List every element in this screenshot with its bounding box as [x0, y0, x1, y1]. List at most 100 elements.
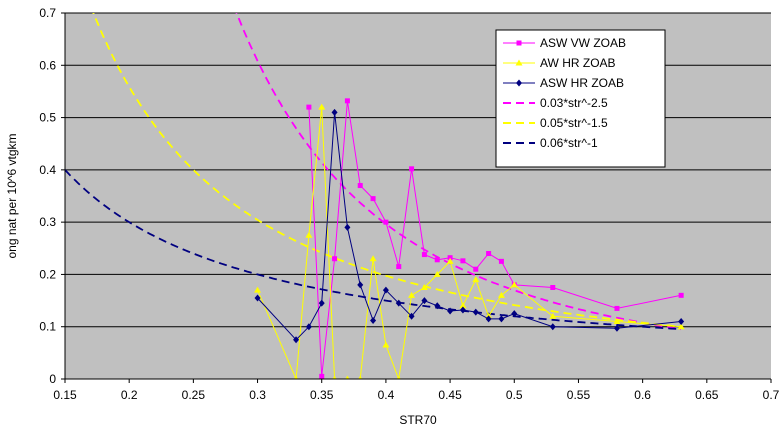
data-point-aw-hr-zoab [382, 341, 390, 348]
data-point-asw-hr-zoab [254, 294, 261, 302]
data-point-asw-hr-zoab [382, 286, 389, 294]
data-point-aw-hr-zoab [254, 286, 262, 293]
data-point-asw-vw-zoab [678, 292, 684, 298]
curve-0-06-str-1 [65, 169, 682, 331]
data-point-asw-vw-zoab [434, 257, 440, 263]
x-tick-label: 0.7 [763, 388, 780, 402]
x-tick-label: 0.6 [634, 388, 651, 402]
series-line-aw-hr-zoab [257, 107, 682, 379]
data-point-aw-hr-zoab [472, 276, 480, 283]
series-asw-vw-zoab [306, 98, 684, 379]
data-point-asw-hr-zoab [331, 108, 338, 116]
curve-0-03-str-2-5 [235, 13, 682, 331]
legend-label: 0.05*str^-1.5 [540, 116, 608, 130]
axis-ticks: 0 0.1 0.2 0.3 0.4 0.5 0.6 0.7 0.15 0.2 0.25 0.3 0.35… [39, 6, 779, 402]
data-point-asw-hr-zoab [549, 323, 556, 331]
legend-label: 0.06*str^-1 [540, 136, 598, 150]
y-tick-label: 0.4 [39, 163, 56, 177]
data-point-asw-hr-zoab [472, 308, 479, 316]
fitted-curves [65, 13, 682, 331]
data-point-aw-hr-zoab [613, 317, 621, 324]
legend-box [495, 29, 666, 168]
data-point-asw-vw-zoab [383, 219, 389, 225]
data-point-asw-hr-zoab [511, 310, 518, 318]
data-point-asw-hr-zoab [344, 223, 351, 231]
legend-swatch-marker [516, 40, 522, 46]
x-tick-label: 0.4 [378, 388, 395, 402]
series-line-asw-hr-zoab [257, 112, 682, 341]
y-tick-label: 0.5 [39, 111, 56, 125]
data-point-asw-hr-zoab [318, 299, 325, 307]
y-tick-label: 0.1 [39, 320, 56, 334]
series-asw-hr-zoab [254, 108, 685, 344]
data-point-aw-hr-zoab [345, 375, 350, 379]
data-point-aw-hr-zoab [459, 302, 467, 309]
series-line-asw-vw-zoab [308, 100, 682, 377]
data-point-asw-hr-zoab [447, 307, 454, 315]
data-point-asw-hr-zoab [293, 336, 300, 344]
x-tick-label: 0.55 [567, 388, 591, 402]
data-point-asw-vw-zoab [409, 166, 415, 172]
x-tick-label: 0.65 [695, 388, 719, 402]
data-point-asw-hr-zoab [613, 324, 620, 332]
legend-label: ASW HR ZOAB [540, 76, 624, 90]
data-point-aw-hr-zoab [420, 284, 428, 290]
data-point-asw-hr-zoab [305, 323, 312, 331]
x-tick-label: 0.2 [121, 388, 138, 402]
legend-swatch-marker [516, 79, 522, 87]
x-tick-label: 0.35 [310, 388, 334, 402]
data-point-asw-hr-zoab [459, 306, 466, 314]
data-point-asw-hr-zoab [678, 317, 685, 325]
data-point-aw-hr-zoab [497, 291, 505, 298]
data-point-asw-vw-zoab [473, 266, 479, 272]
data-point-aw-hr-zoab [294, 375, 299, 379]
data-point-asw-vw-zoab [396, 264, 402, 270]
data-point-asw-hr-zoab [408, 312, 415, 320]
data-point-aw-hr-zoab [549, 312, 557, 319]
legend-item-0-06-str-1: 0.06*str^-1 [503, 136, 598, 150]
data-point-aw-hr-zoab [305, 231, 313, 238]
data-point-aw-hr-zoab [510, 281, 518, 288]
data-point-asw-hr-zoab [485, 315, 492, 323]
data-point-asw-hr-zoab [421, 297, 428, 305]
data-point-asw-vw-zoab [550, 285, 556, 290]
data-point-asw-vw-zoab [614, 305, 620, 311]
y-tick-label: 0 [49, 372, 56, 386]
y-tick-label: 0.3 [39, 215, 56, 229]
x-tick-label: 0.15 [53, 388, 77, 402]
y-tick-label: 0.6 [39, 58, 56, 72]
x-tick-label: 0.25 [182, 388, 206, 402]
data-point-aw-hr-zoab [677, 323, 685, 330]
legend-item-aw-hr-zoab: AW HR ZOAB [503, 56, 616, 70]
data-point-asw-vw-zoab [319, 373, 325, 379]
data-point-asw-hr-zoab [498, 315, 505, 323]
legend-item-asw-vw-zoab: ASW VW ZOAB [503, 36, 626, 50]
curve-0-05-str-1-5 [92, 13, 682, 328]
legend-label: AW HR ZOAB [540, 56, 616, 70]
data-point-asw-vw-zoab [344, 98, 350, 104]
series-aw-hr-zoab [254, 103, 685, 379]
data-point-asw-vw-zoab [460, 258, 466, 264]
data-point-aw-hr-zoab [318, 103, 326, 110]
data-point-aw-hr-zoab [446, 257, 454, 264]
data-point-asw-hr-zoab [370, 316, 377, 324]
x-tick-label: 0.5 [506, 388, 523, 402]
x-tick-label: 0.45 [438, 388, 462, 402]
data-point-asw-vw-zoab [447, 255, 453, 261]
data-series [254, 98, 685, 379]
data-point-asw-vw-zoab [357, 183, 363, 189]
data-point-asw-vw-zoab [332, 256, 338, 262]
data-point-aw-hr-zoab [369, 255, 377, 262]
x-axis-title: STR70 [399, 413, 437, 427]
data-point-asw-vw-zoab [486, 251, 492, 257]
data-point-aw-hr-zoab [358, 375, 363, 379]
x-tick-label: 0.3 [249, 388, 266, 402]
legend-label: 0.03*str^-2.5 [540, 96, 608, 110]
legend-item-0-05-str-1-5: 0.05*str^-1.5 [503, 116, 608, 130]
data-point-asw-vw-zoab [498, 258, 504, 264]
legend-swatch-marker [515, 59, 523, 66]
data-point-asw-vw-zoab [421, 252, 427, 258]
data-point-asw-hr-zoab [395, 299, 402, 307]
legend-item-0-03-str-2-5: 0.03*str^-2.5 [503, 96, 608, 110]
y-axis-title: ong nat per 10^6 vtgkm [5, 133, 19, 258]
